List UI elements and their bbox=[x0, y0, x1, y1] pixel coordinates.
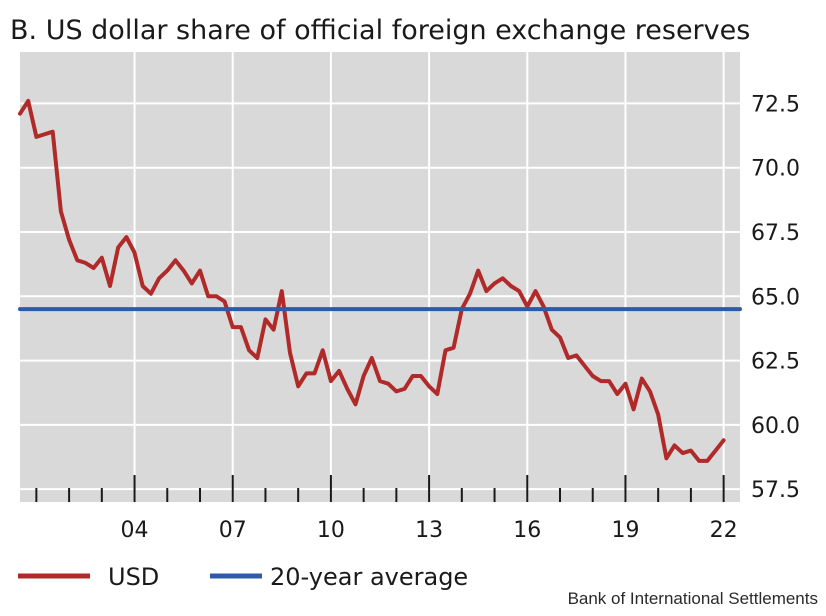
y-tick-label: 70.0 bbox=[751, 157, 800, 182]
x-tick-label: 10 bbox=[317, 518, 345, 543]
y-tick-label: 65.0 bbox=[751, 285, 800, 310]
legend-label-usd: USD bbox=[108, 563, 159, 591]
x-tick-label: 16 bbox=[513, 518, 541, 543]
x-minor-ticks bbox=[35, 475, 725, 502]
series-line-usd bbox=[18, 98, 726, 463]
x-axis-labels: 04 07 10 13 16 19 22 bbox=[121, 518, 738, 543]
x-tick-label: 04 bbox=[121, 518, 149, 543]
source-credit: Bank of International Settlements bbox=[568, 589, 818, 608]
y-tick-label: 60.0 bbox=[751, 414, 800, 439]
y-tick-label: 62.5 bbox=[751, 350, 800, 375]
x-tick-label: 07 bbox=[219, 518, 247, 543]
plot-area bbox=[20, 52, 740, 502]
x-tick-label: 19 bbox=[611, 518, 639, 543]
legend: USD 20-year average bbox=[18, 563, 468, 591]
series bbox=[18, 98, 742, 463]
chart-title: B. US dollar share of official foreign e… bbox=[10, 15, 750, 46]
grid bbox=[20, 52, 740, 502]
legend-label-average: 20-year average bbox=[270, 563, 468, 591]
y-tick-label: 72.5 bbox=[751, 92, 800, 117]
x-tick-label: 13 bbox=[415, 518, 443, 543]
y-tick-label: 57.5 bbox=[751, 478, 800, 503]
x-tick-label: 22 bbox=[710, 518, 738, 543]
y-axis-labels: 72.5 70.0 67.5 65.0 62.5 60.0 57.5 bbox=[751, 92, 800, 503]
y-tick-label: 67.5 bbox=[751, 221, 800, 246]
